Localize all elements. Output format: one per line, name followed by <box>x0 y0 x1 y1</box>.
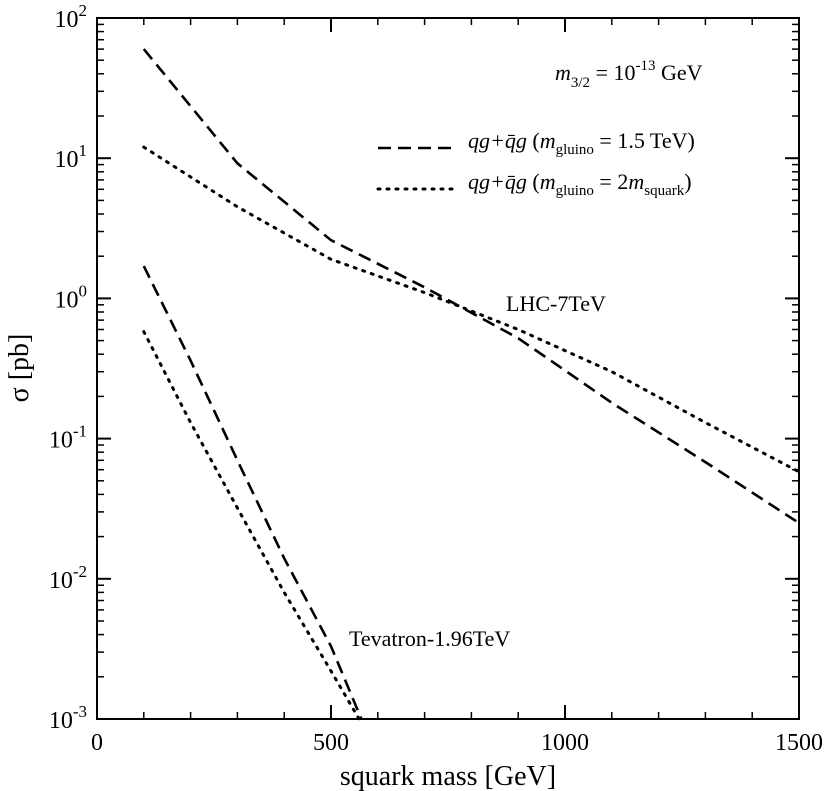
legend-dotted-label: qg+q̄g (mgluino = 2msquark) <box>468 169 692 199</box>
gravitino-mass-annotation: m3/2 = 10-13 GeV <box>555 58 703 91</box>
y-tick-label: 10-1 <box>49 422 87 454</box>
x-tick-label: 0 <box>91 730 103 756</box>
tevatron-region-label: Tevatron-1.96TeV <box>349 626 510 651</box>
x-tick-labels: 0 500 1000 1500 <box>91 730 823 756</box>
x-tick-label: 1500 <box>775 730 823 756</box>
y-axis-label: σ [pb] <box>4 334 35 403</box>
y-tick-label: 100 <box>55 281 88 313</box>
series-line-2 <box>142 145 801 474</box>
series-line-3 <box>142 265 363 720</box>
y-tick-label: 10-2 <box>49 562 87 594</box>
lhc-region-label: LHC-7TeV <box>506 291 606 316</box>
x-axis-label: squark mass [GeV] <box>340 761 556 791</box>
data-series <box>142 48 801 721</box>
y-tick-label: 102 <box>55 1 88 33</box>
plot-frame <box>96 17 800 720</box>
x-tick-label: 1000 <box>541 730 589 756</box>
axis-ticks <box>96 17 800 720</box>
y-tick-labels: 102 101 100 10-1 10-2 10-3 <box>49 1 87 734</box>
legend: qg+q̄g (mgluino = 1.5 TeV) qg+q̄g (mglui… <box>376 128 695 199</box>
series-line-4 <box>142 330 361 721</box>
legend-dashed-label: qg+q̄g (mgluino = 1.5 TeV) <box>468 128 695 158</box>
y-tick-label: 10-3 <box>49 702 87 734</box>
y-tick-label: 101 <box>55 141 88 173</box>
series-line-1 <box>142 48 800 525</box>
x-tick-label: 500 <box>313 730 349 756</box>
